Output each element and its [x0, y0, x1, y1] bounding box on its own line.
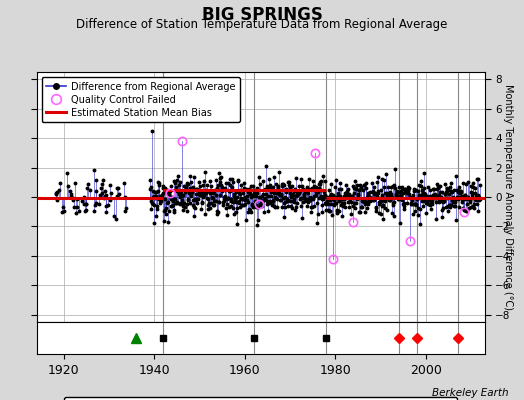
Text: Difference of Station Temperature Data from Regional Average: Difference of Station Temperature Data f… — [77, 18, 447, 31]
Legend: Difference from Regional Average, Quality Control Failed, Estimated Station Mean: Difference from Regional Average, Qualit… — [41, 77, 240, 122]
Text: Berkeley Earth: Berkeley Earth — [432, 388, 508, 398]
Text: BIG SPRINGS: BIG SPRINGS — [202, 6, 322, 24]
Legend: Station Move, Record Gap, Time of Obs. Change, Empirical Break: Station Move, Record Gap, Time of Obs. C… — [64, 397, 457, 400]
Y-axis label: Monthly Temperature Anomaly Difference (°C): Monthly Temperature Anomaly Difference (… — [503, 84, 514, 310]
